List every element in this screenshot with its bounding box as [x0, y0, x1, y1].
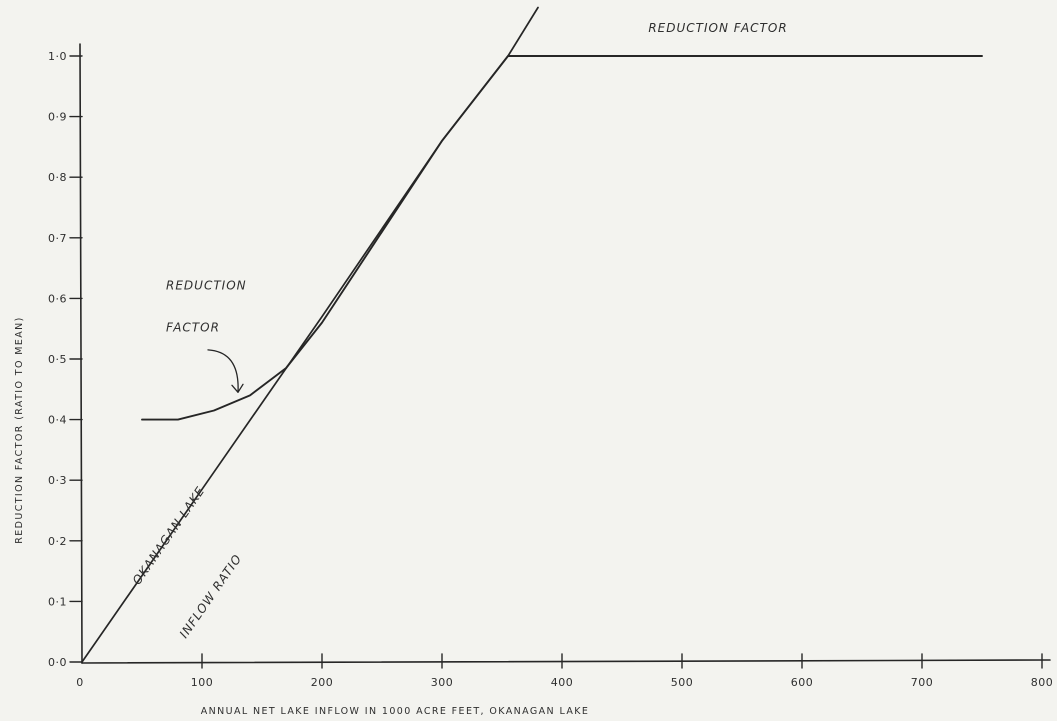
annotation-label: FACTOR: [166, 321, 220, 335]
annotation-label: OKANAGAN LAKE: [130, 484, 208, 588]
annotation-layer: REDUCTION FACTOR REDUCTION FACTOR OKANAGAN …: [130, 21, 787, 641]
annotation-label: REDUCTION: [166, 278, 247, 292]
x-tick-label: 300: [431, 676, 454, 689]
x-tick-label: 100: [191, 676, 214, 689]
y-axis-line: [79, 43, 83, 664]
x-tick-label: 500: [671, 676, 694, 689]
y-tick-label: 0·7: [48, 232, 67, 245]
y-tick-label: 1·0: [48, 50, 67, 63]
annotation-arrow: [207, 349, 244, 393]
y-tick-label: 0·0: [48, 656, 67, 669]
x-tick-label: 600: [791, 676, 814, 689]
annotation-label: INFLOW RATIO: [177, 552, 245, 641]
x-tick-label: 700: [911, 676, 934, 689]
y-tick-label: 0·9: [48, 111, 67, 124]
y-tick-label: 0·5: [48, 353, 67, 366]
x-tick-label: 200: [311, 676, 334, 689]
x-tick-label: 400: [551, 676, 574, 689]
x-axis-title: ANNUAL NET LAKE INFLOW IN 1000 ACRE FEET…: [201, 706, 590, 717]
x-tick-label: 800: [1031, 676, 1054, 689]
y-tick-label: 0·8: [48, 171, 67, 184]
y-tick-label: 0·2: [48, 535, 67, 548]
series-layer: [81, 6, 983, 663]
y-tick-label: 0·6: [48, 292, 67, 305]
y-axis-title: REDUCTION FACTOR (RATIO TO MEAN): [14, 316, 25, 544]
x-axis-line: [81, 659, 1051, 664]
y-tick-label: 0·4: [48, 414, 67, 427]
x-axis-ticks: 0 100 200 300 400 500 600 700 800: [76, 653, 1054, 689]
inflow-ratio-line: [81, 6, 539, 663]
y-axis-ticks: 0·0 0·1 0·2 0·3 0·4 0·5 0·6 0·7 0·8 0·9 1·0: [48, 50, 83, 669]
x-tick-label: 0: [76, 676, 84, 689]
y-tick-label: 0·3: [48, 474, 67, 487]
y-tick-label: 0·1: [48, 595, 67, 608]
annotation-label: REDUCTION FACTOR: [648, 21, 787, 35]
axes: [79, 43, 1051, 664]
reduction-factor-line: [141, 55, 983, 421]
